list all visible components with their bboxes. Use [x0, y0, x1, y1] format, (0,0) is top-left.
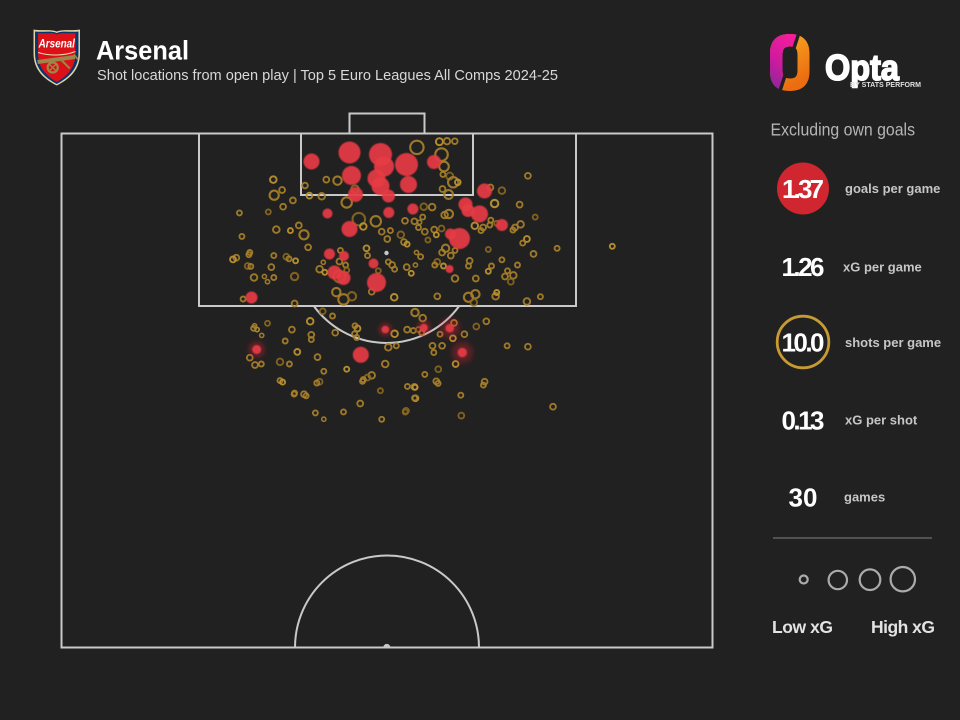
svg-text:games: games: [844, 490, 885, 505]
svg-text:xG per shot: xG per shot: [845, 413, 918, 428]
svg-text:1.37: 1.37: [782, 174, 824, 204]
svg-text:Opta: Opta: [825, 47, 900, 88]
svg-text:10.0: 10.0: [782, 328, 825, 358]
svg-text:goals per game: goals per game: [845, 181, 940, 196]
svg-text:30: 30: [789, 483, 818, 513]
svg-text:Excluding own goals: Excluding own goals: [771, 120, 916, 140]
svg-text:Arsenal: Arsenal: [38, 39, 76, 51]
svg-text:0.13: 0.13: [782, 406, 825, 436]
svg-text:shots per game: shots per game: [845, 335, 941, 350]
svg-text:Shot locations from open play: Shot locations from open play | Top 5 Eu…: [97, 67, 558, 84]
svg-text:Arsenal: Arsenal: [96, 36, 189, 66]
svg-text:1.26: 1.26: [782, 252, 825, 282]
svg-text:Low xG: Low xG: [772, 617, 833, 637]
svg-text:xG per game: xG per game: [843, 260, 922, 275]
svg-text:BY STATS PERFORM: BY STATS PERFORM: [850, 82, 921, 89]
svg-text:High xG: High xG: [871, 617, 935, 637]
